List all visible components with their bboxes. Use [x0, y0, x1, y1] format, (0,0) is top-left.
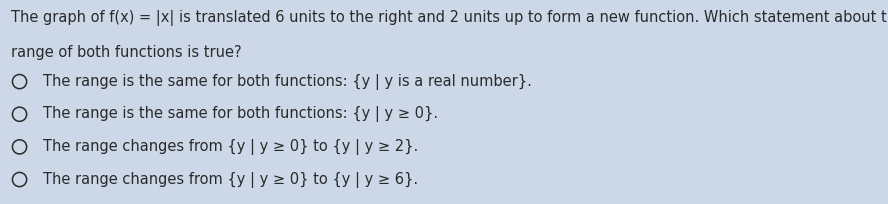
Text: The graph of f(x) = |x| is translated 6 units to the right and 2 units up to for: The graph of f(x) = |x| is translated 6 … [11, 10, 888, 26]
Text: The range changes from {y | y ≥ 0} to {y | y ≥ 6}.: The range changes from {y | y ≥ 0} to {y… [43, 172, 417, 187]
Text: The range is the same for both functions: {y | y is a real number}.: The range is the same for both functions… [43, 74, 532, 90]
Text: range of both functions is true?: range of both functions is true? [11, 45, 242, 60]
Text: The range is the same for both functions: {y | y ≥ 0}.: The range is the same for both functions… [43, 106, 438, 122]
Text: The range changes from {y | y ≥ 0} to {y | y ≥ 2}.: The range changes from {y | y ≥ 0} to {y… [43, 139, 418, 155]
